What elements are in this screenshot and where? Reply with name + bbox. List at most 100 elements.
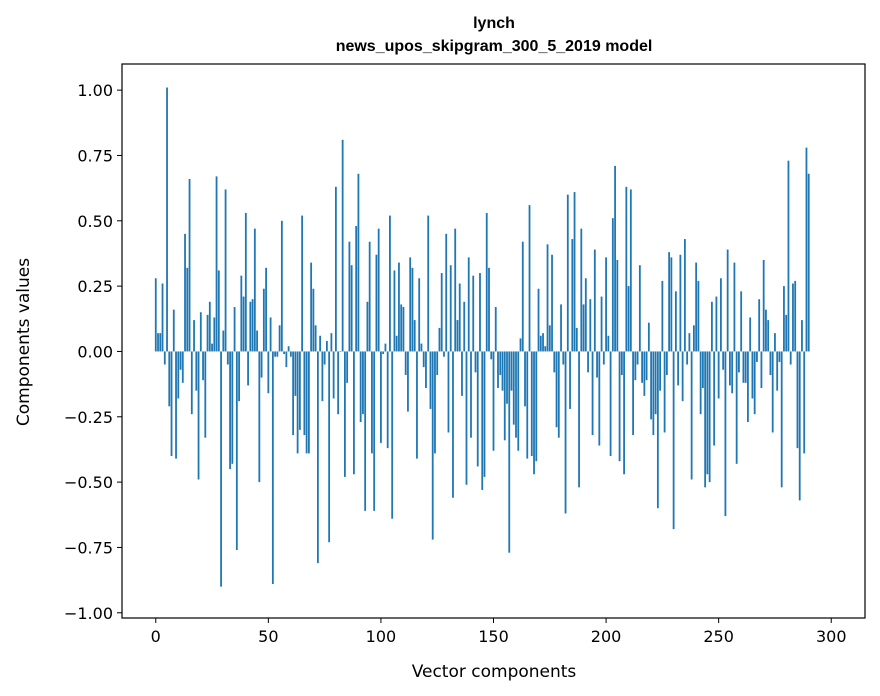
bar-component-239 [692,325,695,352]
bar-component-6 [168,351,171,407]
bar-component-62 [294,351,297,396]
bar-component-22 [204,351,207,438]
bar-component-35 [233,307,236,352]
bar-component-54 [276,351,279,357]
bar-component-136 [461,351,463,396]
bar-component-288 [803,351,806,454]
bar-component-276 [776,351,779,391]
bar-component-124 [434,351,436,454]
bar-component-3 [161,283,164,352]
bar-component-188 [578,351,580,488]
bar-component-28 [217,270,220,352]
bar-component-202 [609,351,612,456]
bar-component-104 [389,215,391,352]
bar-component-203 [611,218,614,352]
x-axis-label: Vector components [412,662,577,682]
bar-component-226 [663,351,666,433]
bar-component-269 [760,351,763,389]
bar-component-272 [767,320,770,352]
x-tick-label: 0 [151,627,161,646]
bar-component-72 [316,351,319,564]
bar-component-38 [240,275,243,352]
bar-component-275 [774,333,776,352]
bar-component-133 [454,228,457,352]
bar-component-114 [411,267,414,352]
bar-component-286 [798,351,801,501]
bar-component-20 [199,312,202,352]
bar-component-53 [274,351,276,357]
bar-component-257 [733,262,736,352]
bar-component-33 [229,351,231,470]
bar-component-30 [222,330,225,352]
bar-component-241 [697,280,700,352]
bar-component-183 [566,194,569,352]
bar-component-199 [602,351,605,365]
bar-component-222 [654,351,657,415]
bar-component-107 [395,335,398,352]
bar-component-187 [575,327,578,352]
chart-title-line-1: lynch [473,15,515,32]
bar-component-37 [238,351,240,402]
bar-component-97 [373,351,376,511]
bar-component-211 [629,189,632,352]
bar-component-51 [269,317,272,352]
bar-component-279 [783,286,785,352]
bar-component-189 [580,228,583,352]
bar-component-164 [524,351,526,407]
bar-component-252 [722,351,725,370]
bar-component-100 [380,351,382,443]
bar-component-8 [172,309,175,352]
bar-component-73 [319,335,322,352]
bar-component-10 [177,351,180,399]
plot-frame [121,63,866,619]
bar-component-287 [801,320,803,352]
bar-component-85 [346,351,349,383]
bar-component-96 [371,351,373,454]
bar-component-88 [353,351,355,475]
bar-component-29 [220,351,222,587]
bar-component-4 [163,351,166,365]
bar-component-9 [175,351,177,459]
bar-component-217 [643,351,646,396]
bar-component-117 [418,278,421,352]
bar-component-231 [674,291,677,352]
bar-component-102 [384,343,387,352]
bar-component-240 [695,262,698,352]
bar-component-141 [472,275,475,352]
bar-component-284 [794,280,797,352]
bar-component-25 [211,343,213,352]
bar-component-242 [699,351,702,415]
bar-component-120 [425,351,427,389]
bar-component-116 [416,351,418,459]
bar-component-98 [375,254,378,352]
bar-component-283 [792,283,794,352]
bar-component-152 [497,351,499,389]
bar-component-184 [569,351,571,409]
bar-component-69 [310,262,313,352]
bar-component-208 [623,351,625,475]
bar-component-140 [470,351,472,438]
bar-component-212 [632,351,634,436]
bar-component-245 [706,351,709,475]
bar-component-137 [463,301,466,352]
bar-component-135 [458,283,461,352]
bar-component-18 [195,351,198,391]
bar-component-125 [436,351,439,375]
bar-component-43 [251,299,254,352]
bar-component-90 [357,173,360,352]
bar-component-26 [213,317,216,352]
bar-component-207 [620,351,623,375]
bar-component-16 [190,351,193,415]
bar-component-163 [521,241,524,352]
bar-component-103 [386,351,389,449]
y-tick-label: 1.00 [77,81,113,100]
bar-component-82 [339,351,342,352]
bar-component-256 [731,351,734,394]
bar-component-235 [683,239,686,352]
bar-component-198 [600,296,603,352]
bar-component-177 [553,351,556,373]
bar-component-179 [557,351,560,438]
bar-component-259 [738,351,740,373]
bar-component-128 [443,351,445,357]
